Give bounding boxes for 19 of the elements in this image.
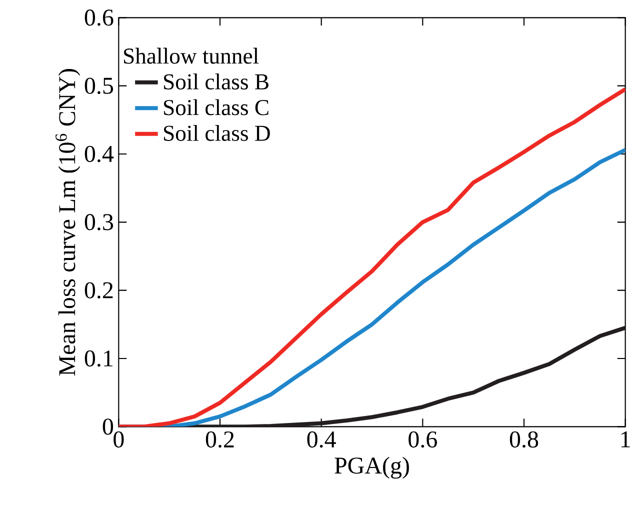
legend-label: Soil class B [164,74,268,90]
y-tick-label: 0.2 [84,282,113,298]
y-tick-label: 0 [102,418,114,435]
x-axis-title: PGA(g) [334,456,409,479]
y-axis-title: Mean loss curve Lm (10$^{6}$ CNY) [56,69,80,376]
y-tick-label: 0.6 [84,10,114,26]
x-tick-label: 0.8 [510,431,538,448]
x-tick-label: 0.2 [206,431,234,448]
x-tick-label: 1 [621,431,630,448]
x-tick-label: 0.6 [408,431,437,448]
legend-label: Soil class D [164,124,270,141]
y-tick-label: 0.4 [84,146,114,162]
legend-label: Soil class C [164,99,268,116]
y-tick-label: 0.3 [84,214,114,230]
y-tick-label: 0.1 [84,350,113,367]
y-tick-label: 0.5 [84,78,114,94]
x-tick-label: 0.4 [307,431,336,448]
legend-title: Shallow tunnel [124,48,259,64]
x-tick-label: 0 [114,431,124,448]
